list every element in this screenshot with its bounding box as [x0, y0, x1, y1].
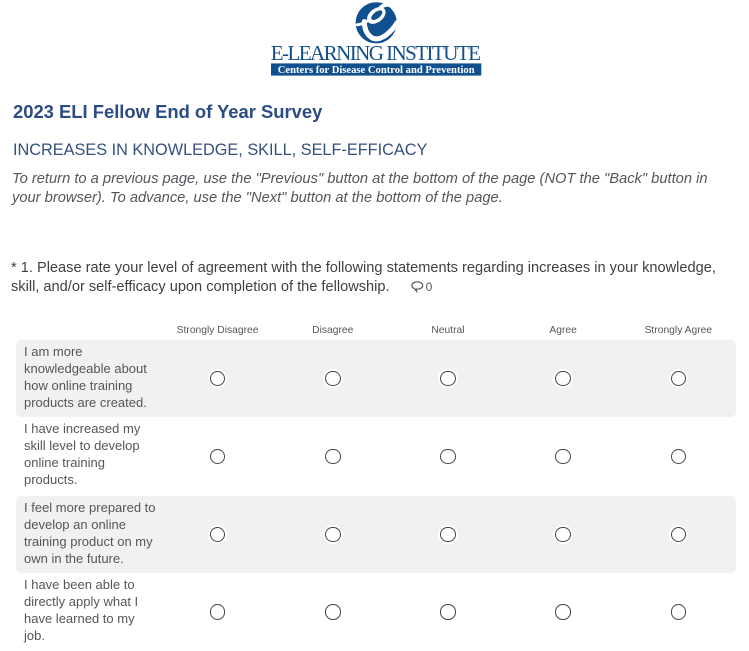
svg-text:E-LEARNING INSTITUTE: E-LEARNING INSTITUTE — [271, 41, 480, 65]
svg-text:Centers for Disease Control an: Centers for Disease Control and Preventi… — [278, 65, 475, 76]
